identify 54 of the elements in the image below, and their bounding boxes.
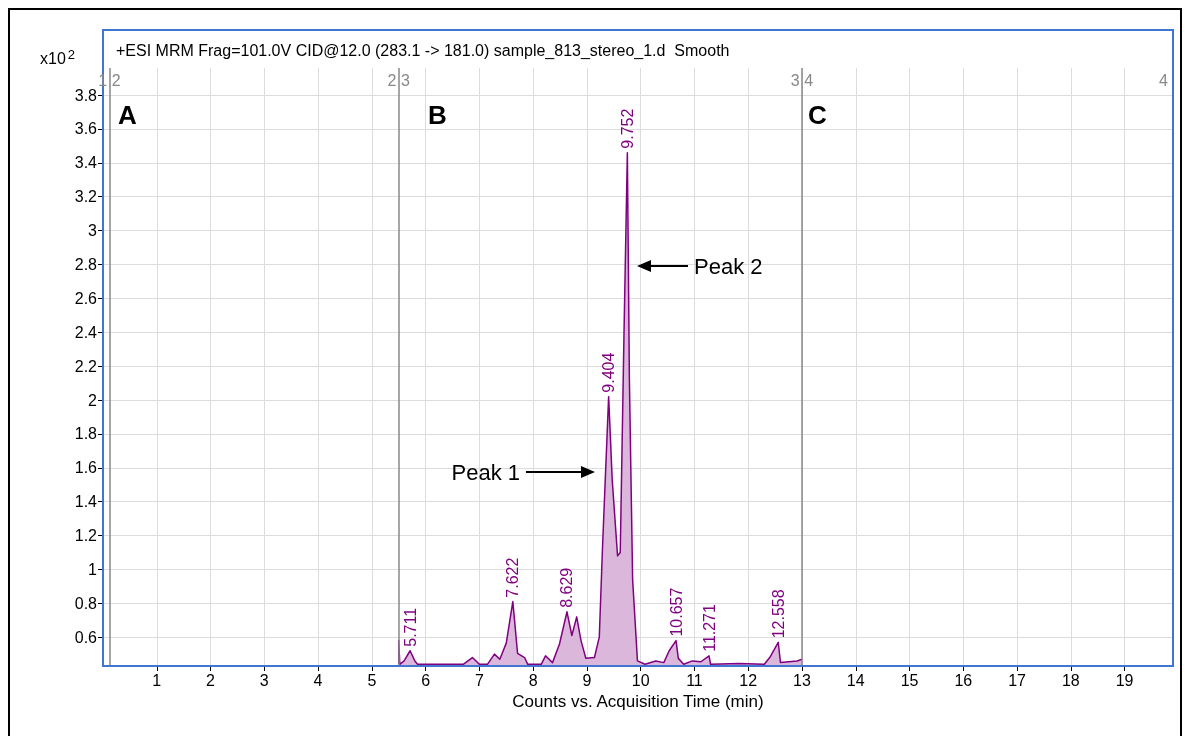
annotation: 4 — [1159, 71, 1169, 89]
y-tick-label: 1.4 — [74, 493, 98, 511]
annotation: 8.629 — [558, 567, 576, 608]
x-tick-label: 7 — [474, 671, 484, 689]
annotation: 12.558 — [769, 589, 787, 639]
annotation: 9.752 — [618, 108, 636, 149]
y-tick-label: 1.8 — [74, 425, 98, 443]
annotation: 2 3 — [387, 71, 410, 89]
x-tick-label: 2 — [206, 671, 216, 689]
annotation: 11.271 — [700, 603, 718, 652]
annotation: B — [428, 100, 447, 130]
y-tick-label: 2 — [88, 391, 98, 409]
y-tick-label: 1.2 — [74, 527, 98, 545]
x-tick-label: 14 — [846, 671, 865, 689]
annotation: 10.657 — [667, 587, 685, 637]
y-tick-label: 1 — [88, 560, 98, 578]
y-tick-label: 0.8 — [74, 594, 98, 612]
x-tick-label: 4 — [313, 671, 323, 689]
y-tick-label: 3.4 — [74, 154, 98, 172]
x-tick-label: 9 — [582, 671, 592, 689]
y-tick-label: 3 — [88, 222, 98, 240]
x-tick-label: 6 — [421, 671, 431, 689]
annotation: Peak 2 — [694, 253, 763, 279]
y-tick-label: 2.2 — [74, 357, 98, 375]
x-tick-label: 3 — [259, 671, 269, 689]
x-tick-label: 12 — [739, 671, 758, 689]
x-tick-label: 18 — [1061, 671, 1080, 689]
x-tick-label: 13 — [793, 671, 811, 689]
x-tick-label: 19 — [1115, 671, 1134, 689]
x-tick-label: 17 — [1008, 671, 1027, 689]
y-tick-label: 2.4 — [74, 323, 98, 341]
x-tick-label: 1 — [152, 671, 162, 689]
x-tick-label: 16 — [954, 671, 973, 689]
y-tick-label: 0.6 — [74, 628, 98, 646]
x-tick-label: 15 — [900, 671, 919, 689]
annotation: 9.404 — [600, 352, 618, 393]
x-tick-label: 8 — [528, 671, 538, 689]
y-tick-label: 2.8 — [74, 256, 98, 274]
chart-title: +ESI MRM Frag=101.0V CID@12.0 (283.1 -> 181.0) sample_813_stereo_1.d Smooth — [116, 41, 730, 60]
x-tick-label: 10 — [631, 671, 650, 689]
y-tick-label: 3.6 — [74, 120, 98, 138]
y-tick-label: 2.6 — [74, 289, 98, 307]
annotation: 5.711 — [401, 607, 419, 647]
y-tick-label: 1.6 — [74, 459, 98, 477]
x-axis-title: Counts vs. Acquisition Time (min) — [512, 691, 764, 711]
annotation: 3 4 — [790, 71, 814, 89]
annotation: C — [808, 100, 827, 130]
annotation: A — [118, 100, 137, 130]
annotation: Peak 1 — [451, 459, 520, 485]
y-tick-label: 3.2 — [74, 188, 98, 206]
x-tick-label: 11 — [686, 671, 703, 689]
y-tick-label: 3.8 — [74, 86, 98, 104]
annotation: 7.622 — [504, 557, 522, 598]
x-tick-label: 5 — [367, 671, 377, 689]
